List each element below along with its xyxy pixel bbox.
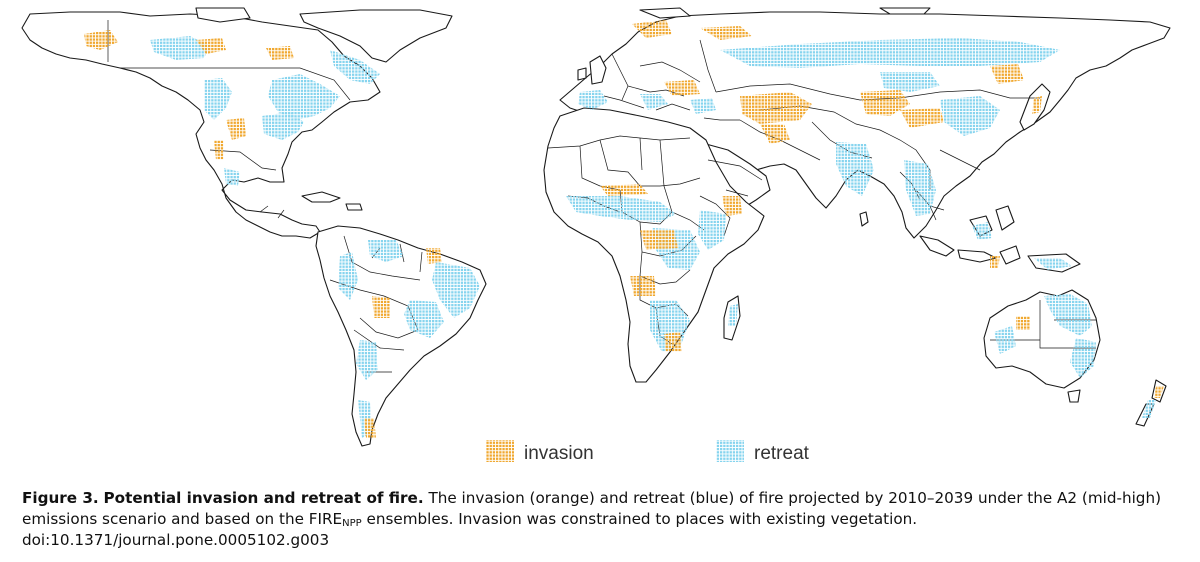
retreat-canada-north	[330, 50, 380, 84]
legend-swatch-retreat	[716, 440, 744, 462]
invasion-angola	[630, 276, 656, 296]
borders-arabia	[707, 159, 763, 197]
retreat-canada-west	[150, 36, 210, 60]
border-central-america	[259, 205, 285, 219]
invasion-congo	[640, 230, 678, 250]
invasion-manchuria	[990, 64, 1024, 84]
retreat-australia-east	[1070, 338, 1096, 378]
invasion-botswana	[664, 332, 682, 352]
legend: invasion retreat	[486, 440, 810, 464]
invasion-regions	[84, 20, 1164, 438]
retreat-mexico	[224, 168, 240, 186]
retreat-mongolia	[880, 72, 940, 92]
invasion-australia	[1016, 316, 1030, 330]
invasion-new-zealand	[1154, 386, 1164, 398]
retreat-canada-east	[268, 74, 340, 120]
invasion-middle-east	[760, 124, 790, 144]
landmass-greenland	[299, 9, 453, 63]
landmass-sri-lanka	[859, 211, 869, 227]
retreat-new-guinea	[1034, 258, 1072, 270]
caption-label: Figure 3.	[22, 489, 99, 507]
border-usa-canada	[120, 67, 351, 101]
invasion-baja	[214, 140, 224, 160]
retreat-borneo	[972, 222, 992, 240]
retreat-europe	[578, 90, 716, 114]
retreat-us-west	[204, 78, 232, 120]
retreat-usa-east	[262, 112, 304, 140]
invasion-eastern-europe	[664, 80, 700, 96]
world-map: invasion retreat	[21, 7, 1171, 464]
legend-swatch-invasion	[486, 440, 514, 462]
retreat-china	[940, 96, 1000, 136]
invasion-russia-west	[700, 26, 752, 40]
retreat-australia-west	[994, 326, 1016, 354]
invasion-ethiopia	[722, 196, 742, 216]
border-usa-mexico	[209, 149, 277, 171]
invasion-argentina	[364, 418, 376, 438]
retreat-madagascar	[728, 304, 738, 326]
landmass-arctic-islands	[195, 7, 931, 23]
caption-body-1: The invasion (orange) and retreat (blue)…	[22, 489, 1161, 528]
invasion-central-asia	[740, 92, 812, 124]
landmass-british-isles	[577, 55, 607, 85]
invasion-sahel	[600, 184, 648, 196]
retreat-india	[836, 142, 874, 196]
invasion-japan	[1032, 96, 1042, 114]
legend-item-retreat: retreat	[716, 440, 810, 464]
legend-label-retreat: retreat	[754, 443, 810, 464]
caption-doi-link[interactable]: doi:10.1371/journal.pone.0005102.g003	[22, 531, 330, 549]
invasion-brazil-north	[426, 248, 442, 264]
invasion-bolivia	[372, 296, 390, 318]
invasion-china-north	[900, 108, 944, 128]
retreat-east-africa	[698, 210, 726, 250]
retreat-argentina	[356, 340, 378, 380]
invasion-alaska	[84, 30, 118, 50]
legend-label-invasion: invasion	[524, 443, 594, 464]
retreat-brazil-central	[404, 300, 444, 338]
figure-caption: Figure 3. Potential invasion and retreat…	[22, 488, 1182, 551]
landmass-indonesia	[919, 205, 1081, 273]
landmass-caribbean	[301, 191, 363, 211]
retreat-andes	[338, 252, 358, 300]
invasion-scandinavia	[632, 20, 672, 38]
retreat-regions	[150, 36, 1156, 438]
caption-body-2: ensembles. Invasion was constrained to p…	[361, 510, 918, 528]
invasion-philippines	[990, 256, 1000, 268]
borders-europe	[603, 39, 717, 111]
retreat-west-africa	[566, 196, 676, 222]
retreat-siberia	[720, 38, 1060, 68]
legend-item-invasion: invasion	[486, 440, 594, 464]
invasion-mongolia-china	[860, 90, 910, 116]
retreat-australia-north	[1044, 294, 1092, 336]
caption-title: Potential invasion and retreat of fire.	[103, 489, 424, 507]
retreat-venezuela	[368, 240, 404, 262]
retreat-brazil-east	[432, 262, 480, 318]
invasion-canada	[196, 38, 294, 60]
landmass-tasmania	[1067, 389, 1081, 403]
retreat-new-zealand	[1142, 400, 1156, 418]
caption-subscript: NPP	[342, 518, 362, 529]
retreat-se-asia	[904, 160, 936, 216]
invasion-usa-west	[226, 118, 246, 140]
